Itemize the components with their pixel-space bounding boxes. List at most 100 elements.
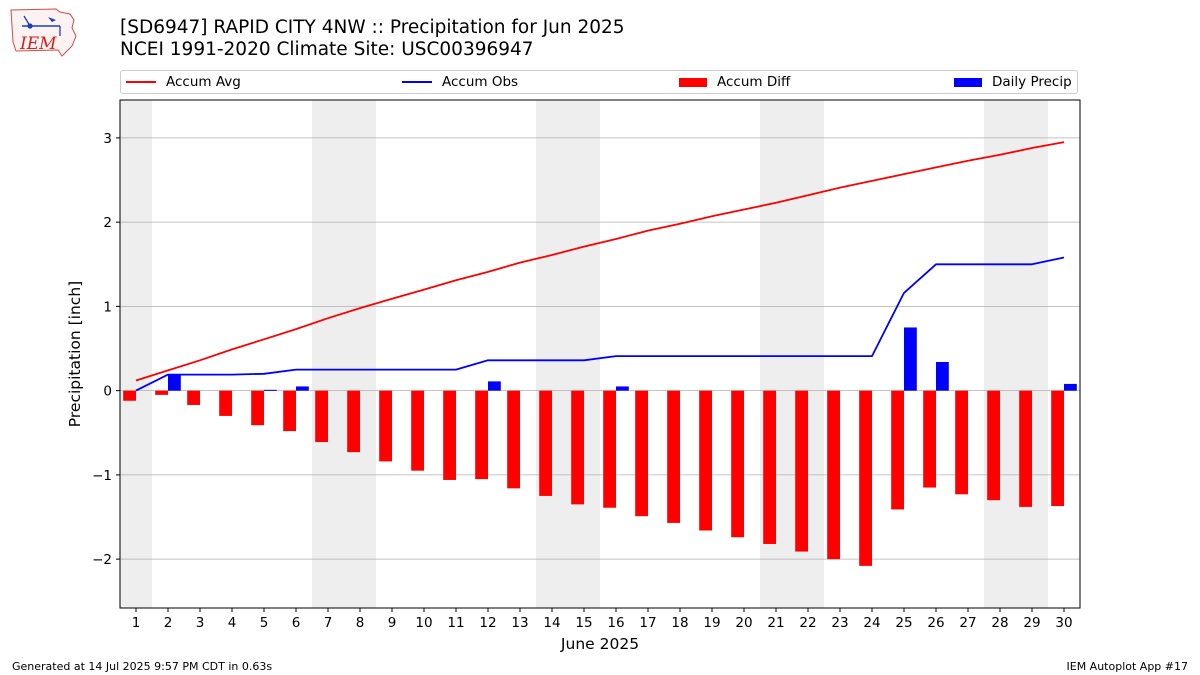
- accum-diff-bar: [635, 390, 648, 517]
- daily-precip-bar: [168, 374, 181, 391]
- x-tick-label: 27: [959, 615, 976, 631]
- x-tick-label: 14: [543, 615, 560, 631]
- legend-swatch-daily-precip: [954, 77, 982, 87]
- accum-diff-bar: [1051, 390, 1064, 507]
- daily-precip-bar: [1064, 383, 1077, 391]
- accum-diff-bar: [795, 390, 808, 552]
- accum-diff-bar: [347, 390, 360, 453]
- accum-obs-line: [135, 256, 1065, 392]
- svg-text:IEM: IEM: [19, 34, 57, 54]
- accum-diff-bar: [667, 390, 680, 523]
- accum-diff-bar: [891, 390, 904, 510]
- x-tick-label: 30: [1055, 615, 1072, 631]
- legend-daily-precip: Daily Precip: [954, 71, 1072, 93]
- legend-label-daily-precip: Daily Precip: [992, 74, 1072, 90]
- y-tick-label: 3: [103, 131, 112, 147]
- accum-diff-bar: [1019, 390, 1032, 507]
- accum-diff-bar: [763, 390, 776, 544]
- x-tick-label: 26: [927, 615, 944, 631]
- accum-diff-bar: [955, 390, 968, 495]
- y-tick-label: −1: [92, 468, 112, 484]
- x-tick-label: 23: [831, 615, 848, 631]
- y-tick-label: 2: [103, 215, 112, 231]
- x-tick-label: 24: [863, 615, 880, 631]
- accum-diff-bar: [475, 390, 488, 480]
- x-tick-label: 13: [511, 615, 528, 631]
- y-tick-label: 0: [103, 384, 112, 400]
- daily-precip-bar: [264, 389, 277, 391]
- plot-frame: [119, 99, 1081, 609]
- x-axis-label: June 2025: [560, 635, 639, 653]
- accum-diff-bar: [539, 390, 552, 496]
- legend-label-accum-diff: Accum Diff: [717, 74, 791, 90]
- x-tick-label: 4: [228, 615, 237, 631]
- x-tick-label: 18: [671, 615, 688, 631]
- x-tick-label: 28: [991, 615, 1008, 631]
- y-tick-label: −2: [92, 552, 112, 568]
- x-tick-label: 6: [292, 615, 301, 631]
- x-tick-label: 16: [607, 615, 624, 631]
- x-tick-label: 17: [639, 615, 656, 631]
- accum-diff-bar: [571, 390, 584, 505]
- accum-avg-line: [135, 141, 1065, 382]
- x-tick-label: 21: [767, 615, 784, 631]
- daily-precip-bar: [616, 386, 629, 391]
- x-tick-label: 25: [895, 615, 912, 631]
- accum-diff-bar: [603, 390, 616, 508]
- x-tick-label: 19: [703, 615, 720, 631]
- x-tick-label: 2: [164, 615, 173, 631]
- legend-accum-diff: Accum Diff: [679, 71, 790, 93]
- accum-diff-bar: [315, 390, 328, 443]
- accum-diff-bar: [123, 390, 136, 401]
- accum-diff-bar: [987, 390, 1000, 501]
- chart-title: [SD6947] RAPID CITY 4NW :: Precipitation…: [120, 17, 625, 38]
- legend-swatch-accum-obs: [402, 81, 432, 83]
- y-tick-label: 1: [103, 299, 112, 315]
- x-tick-label: 15: [575, 615, 592, 631]
- accum-diff-bar: [731, 390, 744, 538]
- accum-diff-bar: [155, 390, 168, 395]
- generated-timestamp: Generated at 14 Jul 2025 9:57 PM CDT in …: [12, 660, 273, 673]
- accum-diff-bar: [827, 390, 840, 560]
- legend-label-accum-avg: Accum Avg: [166, 74, 241, 90]
- legend-label-accum-obs: Accum Obs: [442, 74, 519, 90]
- x-tick-label: 5: [260, 615, 269, 631]
- x-tick-label: 22: [799, 615, 816, 631]
- legend-swatch-accum-avg: [126, 81, 156, 83]
- app-id-label: IEM Autoplot App #17: [1066, 660, 1189, 673]
- accum-diff-bar: [443, 390, 456, 480]
- x-tick-label: 7: [324, 615, 333, 631]
- accum-diff-bar: [219, 390, 232, 416]
- daily-precip-bar: [488, 381, 501, 391]
- weekend-band: [536, 100, 600, 608]
- accum-diff-bar: [283, 390, 296, 432]
- daily-precip-bar: [904, 327, 917, 391]
- x-tick-label: 20: [735, 615, 752, 631]
- accum-diff-bar: [411, 390, 424, 471]
- accum-diff-bar: [699, 390, 712, 531]
- accum-diff-bar: [251, 390, 264, 426]
- weekend-band: [120, 100, 152, 608]
- x-tick-label: 10: [415, 615, 432, 631]
- x-tick-label: 11: [447, 615, 464, 631]
- daily-precip-bar: [296, 386, 309, 391]
- x-tick-label: 1: [132, 615, 141, 631]
- chart-subtitle: NCEI 1991-2020 Climate Site: USC00396947: [120, 39, 534, 60]
- weekend-band: [312, 100, 376, 608]
- accum-diff-bar: [507, 390, 520, 489]
- accum-diff-bar: [923, 390, 936, 488]
- y-axis-label: Precipitation [inch]: [66, 281, 84, 427]
- accum-diff-bar: [187, 390, 200, 405]
- accum-diff-bar: [859, 390, 872, 566]
- x-tick-label: 29: [1023, 615, 1040, 631]
- x-tick-label: 8: [356, 615, 365, 631]
- weekend-band: [984, 100, 1048, 608]
- iem-logo: IEM: [8, 6, 80, 58]
- legend-accum-avg: Accum Avg: [126, 71, 241, 93]
- x-tick-label: 3: [196, 615, 205, 631]
- accum-diff-bar: [379, 390, 392, 462]
- x-tick-label: 9: [388, 615, 397, 631]
- chart-legend: Accum Avg Accum Obs Accum Diff Daily Pre…: [120, 70, 1078, 94]
- legend-accum-obs: Accum Obs: [402, 71, 518, 93]
